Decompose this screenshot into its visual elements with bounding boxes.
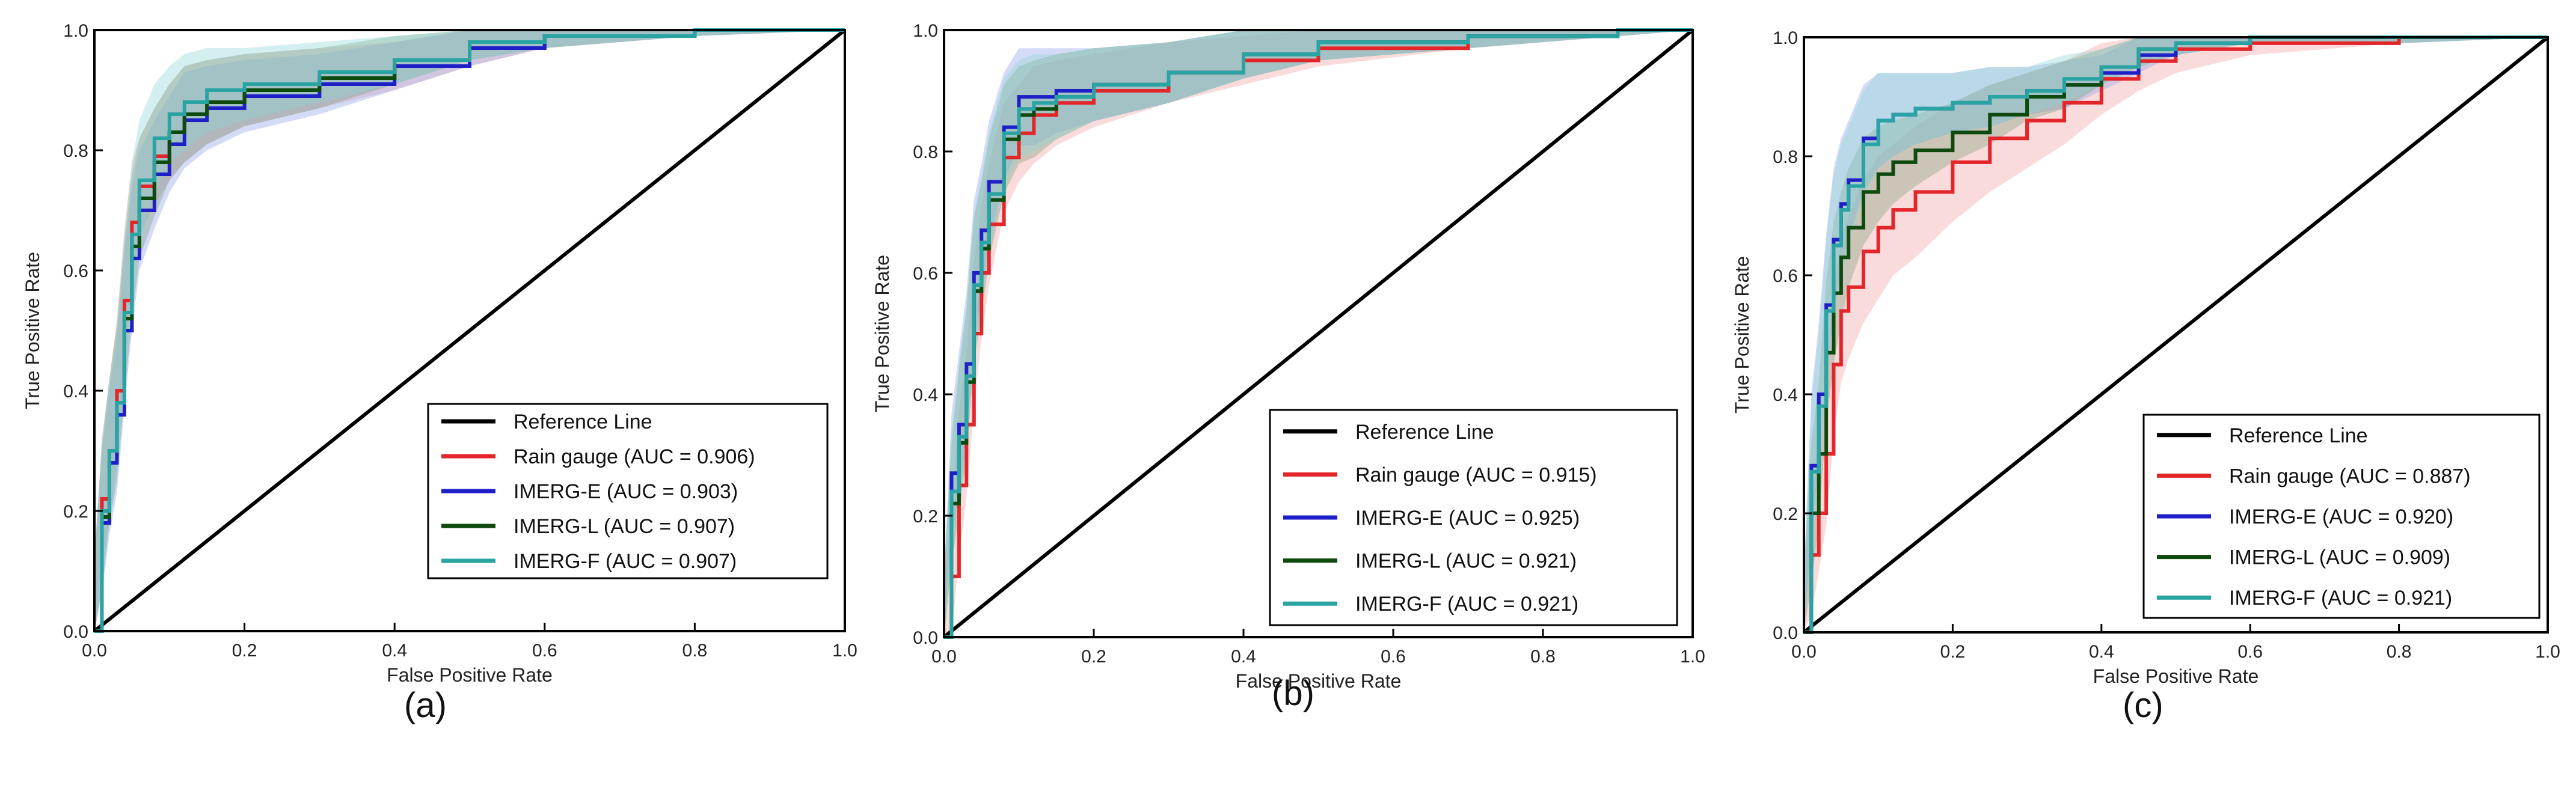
y-tick-label: 0.2 [63,502,88,522]
chart-panel-b: 0.0 0.2 0.4 0.6 0.8 1.0 0.0 0.2 0.4 0.6 0.8 1.0 Fals… [871,21,1705,692]
confidence-band-2 [944,30,1693,637]
confidence-band-1 [944,30,1693,637]
roc-line-series-4 [1804,35,2548,634]
panel-label-a: (a) [404,686,447,725]
legend-label-3: IMERG-E (AUC = 0.920) [2229,506,2453,528]
x-tick-label: 0.6 [532,641,557,661]
x-tick-label: 0.2 [1081,647,1106,667]
y-tick-label: 0.0 [63,622,88,642]
plot-frame [1803,36,2549,634]
plot-frame [943,29,1694,638]
legend-label-5: IMERG-F (AUC = 0.907) [514,550,737,573]
confidence-band-4 [944,30,1693,637]
y-tick-label: 1.0 [913,21,938,41]
roc-line-series-4 [94,28,845,633]
y-tick-label: 0.6 [63,261,88,281]
chart-panel-c: 0.0 0.2 0.4 0.6 0.8 1.0 0.0 0.2 0.4 0.6 0.8 1.0 Fals… [1731,28,2560,687]
legend-box [1269,409,1678,626]
x-axis-label: False Positive Rate [1236,670,1402,692]
x-tick-label: 1.0 [2535,642,2560,662]
x-tick-label: 0.4 [382,641,407,661]
x-tick-label: 0.8 [1530,647,1556,667]
confidence-band-3 [944,30,1693,637]
y-tick-label: 0.8 [913,142,938,162]
x-tick-label: 0.2 [1940,642,1966,662]
confidence-band-3 [94,30,845,631]
x-axis-label: False Positive Rate [387,664,553,686]
x-tick-label: 0.0 [931,647,957,667]
legend-label-5: IMERG-F (AUC = 0.921) [2229,587,2452,609]
x-tick-label: 0.4 [2089,642,2114,662]
x-tick-label: 0.6 [1381,647,1406,667]
legend: Reference Line Rain gauge (AUC = 0.887) IM… [2142,414,2541,619]
x-axis-label: False Positive Rate [2093,665,2259,687]
confidence-band-4 [94,30,845,631]
panel-label-c: (c) [2123,686,2164,725]
x-tick-label: 0.0 [1791,642,1817,662]
plot-frame [93,29,846,632]
x-tick-label: 1.0 [832,641,857,661]
legend-label-2: Rain gauge (AUC = 0.906) [514,445,755,468]
y-tick-label: 0.6 [913,264,938,284]
y-tick-label: 0.4 [63,382,88,402]
chart-panel-a: 0.0 0.2 0.4 0.6 0.8 1.0 0.0 0.2 0.4 0.6 0.8 1.0 Fals… [22,21,857,686]
legend: Reference Line Rain gauge (AUC = 0.915) IM… [1269,409,1678,626]
roc-line-series-4 [944,28,1693,639]
legend-label-1: Reference Line [1355,421,1494,444]
legend-label-3: IMERG-E (AUC = 0.925) [1355,507,1580,530]
y-axis-label: True Positive Rate [1731,256,1753,414]
confidence-band-1 [94,30,845,631]
confidence-band-4 [1804,37,2548,632]
y-tick-label: 0.0 [1773,623,1798,643]
legend-label-2: Rain gauge (AUC = 0.887) [2229,465,2471,487]
panel-label-b: (b) [1272,674,1314,713]
legend-label-4: IMERG-L (AUC = 0.921) [1355,550,1577,573]
y-tick-label: 1.0 [1773,28,1798,48]
y-tick-label: 0.4 [1773,385,1798,405]
confidence-band-1 [1804,37,2548,632]
y-axis-label: True Positive Rate [22,252,43,409]
x-tick-label: 0.8 [682,641,708,661]
roc-line-series-1 [1804,35,2548,634]
reference-line [93,28,846,633]
x-tick-label: 0.2 [232,641,257,661]
confidence-band-2 [1804,37,2548,632]
y-tick-label: 0.0 [913,628,938,648]
x-tick-label: 0.6 [2237,642,2263,662]
y-tick-label: 0.2 [1773,504,1798,524]
x-tick-label: 0.8 [2387,642,2412,662]
x-tick-label: 0.4 [1231,647,1256,667]
legend-label-5: IMERG-F (AUC = 0.921) [1355,593,1578,615]
y-tick-label: 0.2 [913,507,938,527]
y-tick-label: 0.6 [1773,266,1798,286]
y-tick-label: 0.4 [913,385,938,405]
legend-label-2: Rain gauge (AUC = 0.915) [1355,463,1597,486]
y-tick-label: 1.0 [63,21,88,41]
legend: Reference Line Rain gauge (AUC = 0.906) IM… [427,403,829,579]
legend-label-1: Reference Line [514,411,652,433]
reference-line [1803,35,2549,634]
y-tick-label: 0.8 [1773,147,1798,167]
y-tick-label: 0.8 [63,141,88,161]
x-tick-label: 1.0 [1680,647,1705,667]
legend-label-1: Reference Line [2229,424,2368,447]
legend-label-3: IMERG-E (AUC = 0.903) [514,480,738,503]
y-axis-label: True Positive Rate [871,255,893,412]
x-tick-label: 0.0 [82,641,107,661]
legend-label-4: IMERG-L (AUC = 0.909) [2229,546,2450,569]
legend-label-4: IMERG-L (AUC = 0.907) [514,515,735,538]
reference-line [943,28,1694,639]
